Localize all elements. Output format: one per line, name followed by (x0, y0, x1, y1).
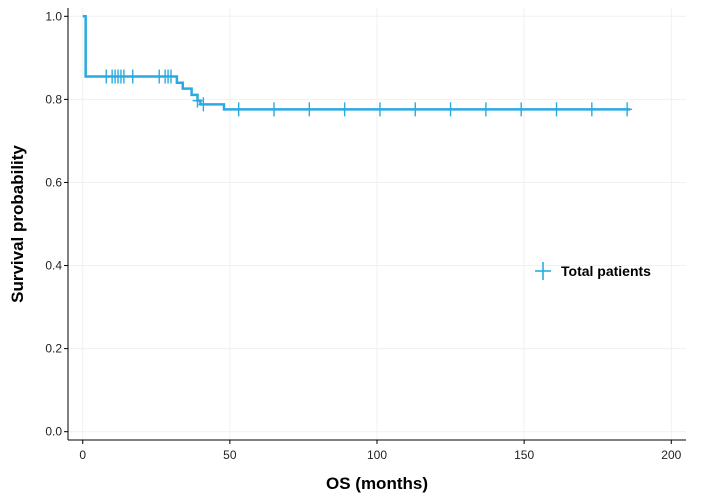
x-axis-title: OS (months) (326, 474, 428, 493)
y-tick-label: 0.4 (45, 259, 62, 273)
censor-mark (374, 102, 385, 117)
censor-mark (166, 69, 176, 84)
censor-mark (192, 93, 203, 108)
censor-mark (269, 102, 279, 117)
censor-mark (118, 69, 129, 84)
x-tick-label: 0 (79, 448, 86, 462)
censor-mark (339, 102, 350, 117)
censor-mark (410, 102, 421, 117)
censor-mark (622, 102, 633, 117)
survival-curve (82, 15, 631, 111)
censor-mark (586, 102, 597, 117)
ticks: 0 50 100 150 200 0.0 0.2 0.4 0.6 0.8 1.0 (45, 9, 681, 462)
grid (68, 8, 686, 440)
censor-mark (516, 102, 527, 117)
y-tick-label: 0.6 (45, 175, 62, 189)
x-tick-label: 50 (223, 448, 237, 462)
censor-mark (233, 102, 244, 117)
censor-mark (480, 102, 491, 117)
censor-mark (304, 102, 315, 117)
y-tick-label: 1.0 (45, 9, 62, 23)
censor-mark (127, 69, 138, 84)
x-tick-label: 100 (367, 448, 387, 462)
y-tick-label: 0.8 (45, 92, 62, 106)
legend-label: Total patients (561, 263, 651, 279)
series (82, 15, 633, 117)
censor-mark (445, 102, 456, 117)
censor-mark (198, 97, 209, 112)
x-tick-label: 200 (661, 448, 681, 462)
y-tick-label: 0.2 (45, 342, 62, 356)
legend: Total patients (535, 262, 651, 280)
censor-mark (551, 102, 562, 117)
y-axis-title: Survival probability (8, 145, 27, 303)
y-tick-label: 0.0 (45, 425, 62, 439)
x-tick-label: 150 (514, 448, 534, 462)
